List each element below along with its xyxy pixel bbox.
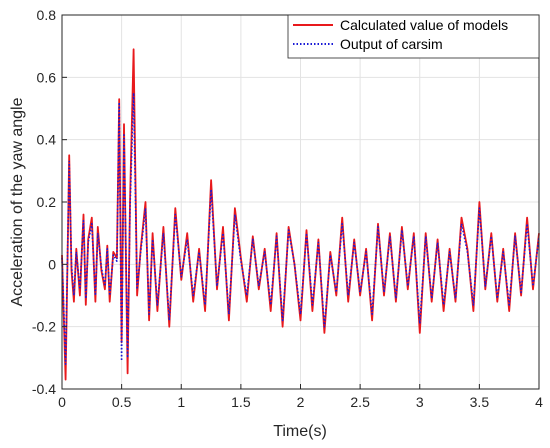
y-tick-label: 0.2	[37, 194, 57, 210]
y-tick-label: 0.8	[37, 7, 57, 23]
x-tick-label: 1.5	[231, 394, 251, 410]
series-lines	[61, 48, 540, 381]
x-tick-label: 2	[297, 394, 305, 410]
axis-ticks: 0 0.5 1 1.5 2 2.5 3 3.5 4 -0.4 -0.2 0 0.2 0.4 0.6 0.8	[32, 7, 543, 410]
y-tick-label: 0.4	[37, 132, 57, 148]
x-tick-label: 2.5	[350, 394, 370, 410]
series-line-carsim	[61, 92, 540, 365]
x-axis-label: Time(s)	[273, 423, 327, 440]
x-tick-label: 4	[535, 394, 543, 410]
legend: Calculated value of models Output of car…	[287, 14, 540, 59]
legend-label-carsim: Output of carsim	[340, 36, 443, 52]
x-tick-label: 0.5	[112, 394, 132, 410]
y-tick-label: 0	[48, 256, 56, 272]
legend-box	[287, 14, 540, 59]
y-tick-label: 0.6	[37, 69, 57, 85]
x-tick-label: 0	[58, 394, 66, 410]
x-tick-label: 3.5	[470, 394, 490, 410]
x-tick-label: 3	[416, 394, 424, 410]
y-tick-label: -0.2	[32, 319, 56, 335]
y-axis-label: Acceleration of the yaw angle	[9, 97, 26, 306]
x-tick-label: 1	[177, 394, 185, 410]
y-tick-label: -0.4	[32, 381, 56, 397]
legend-label-calculated: Calculated value of models	[340, 17, 508, 33]
